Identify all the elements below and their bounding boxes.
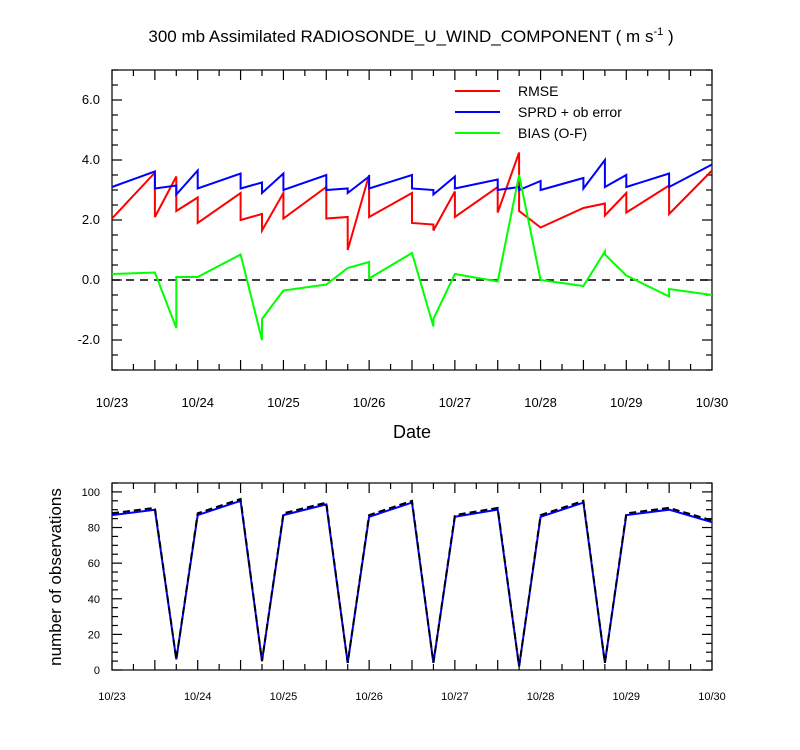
x-tick-label: 10/24 [184, 691, 212, 703]
plot-frame [111, 482, 713, 671]
y-tick-label: 40 [88, 594, 100, 606]
y-tick-label: 6.0 [82, 92, 100, 107]
x-axis-label: Date [393, 422, 431, 442]
x-tick-label: 10/27 [439, 395, 472, 410]
x-tick-label: 10/23 [96, 395, 129, 410]
y-tick-label: 80 [88, 523, 100, 535]
y-tick-label: 0.0 [82, 272, 100, 287]
x-tick-label: 10/26 [353, 395, 386, 410]
series-line-0 [111, 499, 713, 667]
y-tick-label: 4.0 [82, 152, 100, 167]
x-tick-label: 10/23 [98, 691, 126, 703]
x-tick-label: 10/25 [270, 691, 298, 703]
y-tick-label: -2.0 [78, 332, 100, 347]
x-tick-label: 10/28 [524, 395, 557, 410]
y-axis-label-observations: number of observations [46, 488, 65, 666]
y-tick-label: 2.0 [82, 212, 100, 227]
rmse-bias-panel: 10/23 10/24 10/25 10/26 10/27 10/28 10/29 10/30… [78, 69, 729, 410]
y-tick-label: 20 [88, 629, 100, 641]
legend-label: RMSE [518, 83, 558, 99]
legend: RMSE SPRD + ob error BIAS (O-F) [455, 83, 622, 141]
legend-label: BIAS (O-F) [518, 125, 587, 141]
x-tick-label: 10/25 [267, 395, 300, 410]
x-tick-label: 10/24 [181, 395, 214, 410]
x-tick-label: 10/29 [613, 691, 641, 703]
series-line-1 [111, 497, 713, 667]
y-tick-label: 100 [82, 487, 100, 499]
observation-count-panel: 10/23 10/24 10/25 10/26 10/27 10/28 10/29 10/30… [82, 482, 726, 703]
x-tick-label: 10/26 [355, 691, 383, 703]
x-tick-label: 10/29 [610, 395, 643, 410]
legend-label: SPRD + ob error [518, 104, 622, 120]
y-tick-label: 0 [94, 665, 100, 677]
chart-title: 300 mb Assimilated RADIOSONDE_U_WIND_COM… [148, 26, 673, 46]
x-tick-label: 10/30 [698, 691, 726, 703]
x-tick-label: 10/28 [527, 691, 555, 703]
series-line-1 [111, 157, 713, 198]
x-tick-label: 10/27 [441, 691, 469, 703]
series-line-2 [111, 174, 713, 341]
x-tick-label: 10/30 [696, 395, 729, 410]
y-tick-label: 60 [88, 558, 100, 570]
series-line-0 [111, 152, 713, 251]
